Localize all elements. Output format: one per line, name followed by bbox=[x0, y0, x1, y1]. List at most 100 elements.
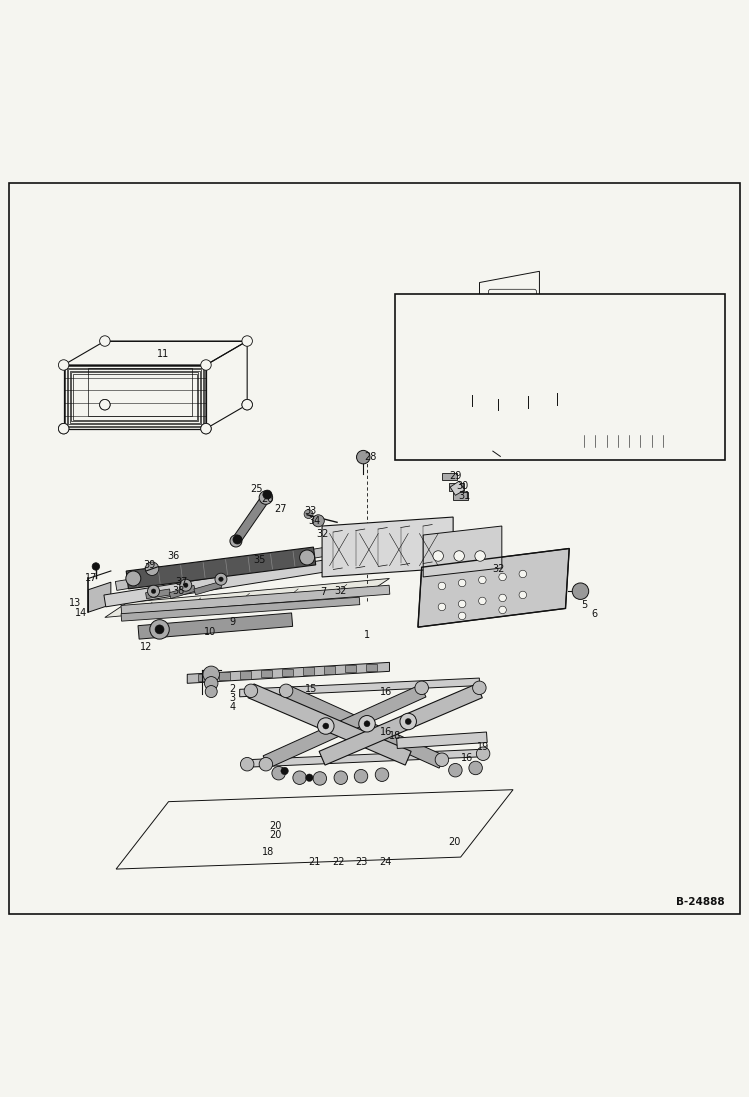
Bar bbox=[577, 434, 674, 446]
Circle shape bbox=[454, 551, 464, 562]
Circle shape bbox=[263, 490, 272, 499]
Circle shape bbox=[151, 589, 156, 593]
Text: 28: 28 bbox=[365, 452, 377, 462]
Circle shape bbox=[184, 583, 188, 588]
Circle shape bbox=[357, 451, 370, 464]
Circle shape bbox=[499, 595, 506, 601]
Polygon shape bbox=[121, 597, 360, 621]
Text: 21: 21 bbox=[309, 857, 321, 867]
Circle shape bbox=[58, 423, 69, 434]
Circle shape bbox=[468, 403, 476, 410]
Text: 16: 16 bbox=[380, 727, 392, 737]
Circle shape bbox=[204, 677, 218, 690]
Polygon shape bbox=[88, 583, 111, 612]
Circle shape bbox=[400, 713, 416, 730]
Bar bbox=[449, 484, 464, 490]
Circle shape bbox=[201, 360, 211, 371]
Circle shape bbox=[313, 771, 327, 785]
Text: 17: 17 bbox=[85, 574, 97, 584]
Text: 29: 29 bbox=[449, 471, 461, 480]
Circle shape bbox=[494, 406, 502, 414]
FancyBboxPatch shape bbox=[473, 353, 501, 372]
Bar bbox=[282, 669, 293, 676]
Polygon shape bbox=[115, 538, 383, 590]
Circle shape bbox=[201, 423, 211, 434]
Text: 22: 22 bbox=[333, 857, 345, 867]
Circle shape bbox=[201, 423, 211, 434]
Circle shape bbox=[499, 607, 506, 613]
Polygon shape bbox=[138, 613, 293, 640]
Text: 27: 27 bbox=[275, 504, 287, 513]
Circle shape bbox=[100, 399, 110, 410]
Circle shape bbox=[126, 570, 141, 586]
Circle shape bbox=[497, 453, 503, 460]
Bar bbox=[395, 294, 725, 460]
Circle shape bbox=[433, 551, 443, 562]
FancyBboxPatch shape bbox=[488, 290, 536, 304]
Text: 32: 32 bbox=[492, 564, 504, 574]
Circle shape bbox=[519, 570, 527, 578]
Polygon shape bbox=[450, 482, 464, 496]
Circle shape bbox=[203, 666, 219, 682]
Circle shape bbox=[499, 574, 506, 580]
Text: 31: 31 bbox=[458, 491, 470, 501]
Polygon shape bbox=[397, 732, 487, 748]
Circle shape bbox=[233, 535, 242, 544]
Polygon shape bbox=[104, 543, 435, 607]
Text: 23: 23 bbox=[356, 857, 368, 867]
Text: 24: 24 bbox=[380, 857, 392, 867]
Circle shape bbox=[479, 576, 486, 584]
Text: 20: 20 bbox=[270, 821, 282, 830]
Polygon shape bbox=[418, 548, 569, 627]
Circle shape bbox=[230, 535, 242, 547]
Circle shape bbox=[100, 399, 110, 410]
Text: 20: 20 bbox=[270, 829, 282, 839]
Circle shape bbox=[405, 719, 411, 724]
Text: 12: 12 bbox=[140, 643, 152, 653]
Text: 13: 13 bbox=[69, 598, 81, 608]
Circle shape bbox=[92, 563, 100, 570]
Circle shape bbox=[240, 757, 254, 771]
Circle shape bbox=[323, 723, 329, 730]
Text: 15: 15 bbox=[305, 685, 317, 694]
FancyBboxPatch shape bbox=[488, 304, 536, 318]
Text: 38: 38 bbox=[172, 586, 184, 596]
Polygon shape bbox=[126, 547, 316, 589]
Circle shape bbox=[458, 579, 466, 587]
Circle shape bbox=[145, 562, 159, 576]
Text: B-24888: B-24888 bbox=[676, 896, 725, 906]
Bar bbox=[303, 667, 314, 675]
Circle shape bbox=[312, 514, 324, 527]
Polygon shape bbox=[187, 663, 389, 683]
Text: 39: 39 bbox=[144, 559, 156, 570]
Circle shape bbox=[469, 761, 482, 774]
Polygon shape bbox=[194, 581, 222, 595]
Text: 9: 9 bbox=[229, 617, 235, 626]
Circle shape bbox=[279, 685, 293, 698]
Circle shape bbox=[580, 437, 588, 444]
Circle shape bbox=[215, 574, 227, 585]
Circle shape bbox=[334, 771, 348, 784]
Text: 33: 33 bbox=[305, 506, 317, 516]
Text: 20: 20 bbox=[449, 837, 461, 847]
Text: 19: 19 bbox=[477, 742, 489, 751]
Circle shape bbox=[100, 336, 110, 347]
Circle shape bbox=[242, 399, 252, 410]
Circle shape bbox=[259, 490, 273, 505]
Polygon shape bbox=[248, 683, 411, 765]
Text: 32: 32 bbox=[335, 586, 347, 596]
Circle shape bbox=[300, 550, 315, 565]
Circle shape bbox=[553, 400, 560, 408]
Circle shape bbox=[375, 768, 389, 781]
Bar bbox=[324, 666, 335, 674]
Bar bbox=[453, 493, 468, 500]
Polygon shape bbox=[319, 683, 482, 765]
Circle shape bbox=[364, 721, 370, 726]
Polygon shape bbox=[169, 586, 195, 599]
Circle shape bbox=[155, 625, 164, 634]
Text: 16: 16 bbox=[461, 754, 473, 764]
Text: 16: 16 bbox=[380, 688, 392, 698]
FancyBboxPatch shape bbox=[503, 353, 531, 372]
Text: 18: 18 bbox=[262, 847, 274, 857]
Bar bbox=[345, 665, 356, 672]
